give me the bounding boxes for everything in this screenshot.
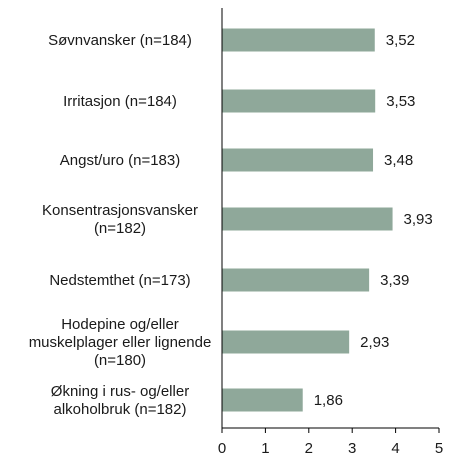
category-label-6: Økning i rus- og/eller alkoholbruk (n=182…: [51, 383, 189, 418]
category-label-4: Nedstemthet (n=173): [49, 272, 190, 289]
value-label-4: 3,39: [380, 272, 409, 289]
bar-4: [222, 268, 370, 292]
category-label-0: Søvnvansker (n=184): [48, 32, 192, 49]
category-label-line: Nedstemthet (n=173): [49, 272, 190, 289]
x-tick-label-1: 1: [261, 440, 269, 457]
category-label-line: alkoholbruk (n=182): [53, 401, 186, 418]
x-tick-label-4: 4: [391, 440, 399, 457]
bar-2: [222, 148, 374, 172]
value-label-2: 3,48: [384, 152, 413, 169]
category-label-line: (n=182): [94, 220, 146, 237]
category-label-5: Hodepine og/eller muskelplager eller lign…: [29, 316, 212, 369]
x-ticks-group: 0 1 2 3 4 5: [218, 428, 443, 457]
category-labels-group: Søvnvansker (n=184) Irritasjon (n=184) Ang…: [29, 32, 212, 418]
value-label-1: 3,53: [386, 93, 415, 110]
value-label-3: 3,93: [404, 211, 433, 228]
bars-group: [222, 28, 393, 412]
x-tick-label-0: 0: [218, 440, 226, 457]
x-tick-label-3: 3: [348, 440, 356, 457]
category-label-line: Økning i rus- og/eller: [51, 383, 189, 400]
x-tick-label-5: 5: [435, 440, 443, 457]
category-label-line: Irritasjon (n=184): [63, 93, 177, 110]
value-label-5: 2,93: [360, 334, 389, 351]
bar-3: [222, 207, 393, 231]
category-label-line: Søvnvansker (n=184): [48, 32, 192, 49]
category-label-line: (n=180): [94, 352, 146, 369]
category-label-1: Irritasjon (n=184): [63, 93, 177, 110]
category-label-line: muskelplager eller lignende: [29, 334, 212, 351]
category-label-3: Konsentrasjonsvansker (n=182): [42, 202, 198, 237]
category-label-2: Angst/uro (n=183): [60, 152, 181, 169]
bar-0: [222, 28, 375, 52]
category-label-line: Konsentrasjonsvansker: [42, 202, 198, 219]
x-tick-label-2: 2: [305, 440, 313, 457]
category-label-line: Hodepine og/eller: [61, 316, 179, 333]
bar-1: [222, 89, 376, 113]
bar-6: [222, 388, 303, 412]
value-labels-group: 3,52 3,53 3,48 3,93 3,39 2,93 1,86: [314, 32, 433, 409]
category-label-line: Angst/uro (n=183): [60, 152, 181, 169]
value-label-0: 3,52: [386, 32, 415, 49]
value-label-6: 1,86: [314, 392, 343, 409]
bar-5: [222, 330, 350, 354]
